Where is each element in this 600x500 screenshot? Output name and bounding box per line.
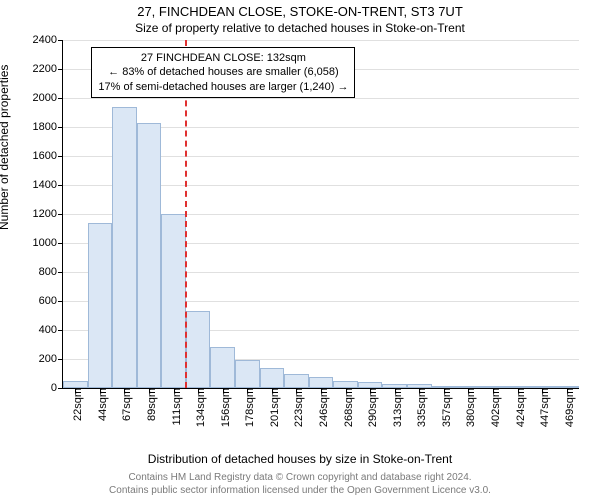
x-tick-label: 268sqm [337,388,355,427]
x-tick-label: 424sqm [509,388,527,427]
y-tick-label: 800 [39,266,63,278]
x-tick-label: 313sqm [386,388,404,427]
histogram-bar [88,223,113,388]
x-tick-label: 156sqm [214,388,232,427]
property-size-histogram: 27, FINCHDEAN CLOSE, STOKE-ON-TRENT, ST3… [0,0,600,500]
chart-title: 27, FINCHDEAN CLOSE, STOKE-ON-TRENT, ST3… [0,4,600,19]
y-tick-label: 2400 [33,34,63,46]
histogram-bar [63,381,88,388]
x-tick-label: 402sqm [484,388,502,427]
footer-line: Contains public sector information licen… [0,485,600,498]
y-axis-label: Number of detached properties [0,65,11,230]
histogram-bar [210,347,235,388]
histogram-bar [284,374,309,388]
histogram-bar [309,377,334,388]
y-tick-label: 600 [39,295,63,307]
y-tick-label: 1800 [33,121,63,133]
annotation-line: 17% of semi-detached houses are larger (… [98,80,348,94]
x-tick-label: 178sqm [238,388,256,427]
footer-line: Contains HM Land Registry data © Crown c… [0,472,600,485]
x-tick-label: 134sqm [189,388,207,427]
y-tick-label: 400 [39,324,63,336]
histogram-bar [161,214,186,388]
x-tick-label: 89sqm [140,388,158,421]
gridline [63,40,579,41]
x-tick-label: 447sqm [533,388,551,427]
x-tick-label: 469sqm [558,388,576,427]
x-tick-label: 201sqm [263,388,281,427]
plot-area: 0200400600800100012001400160018002000220… [62,40,579,389]
histogram-bar [333,381,358,388]
chart-subtitle: Size of property relative to detached ho… [0,21,600,35]
x-tick-label: 335sqm [410,388,428,427]
y-tick-label: 1000 [33,237,63,249]
annotation-line: ← 83% of detached houses are smaller (6,… [98,65,348,79]
annotation-line: 27 FINCHDEAN CLOSE: 132sqm [98,51,348,65]
y-tick-label: 1400 [33,179,63,191]
y-tick-label: 200 [39,353,63,365]
x-tick-label: 111sqm [165,388,183,426]
histogram-bar [235,360,260,388]
histogram-bar [186,311,211,388]
y-tick-label: 1200 [33,208,63,220]
x-tick-label: 22sqm [66,388,84,421]
x-tick-label: 223sqm [287,388,305,427]
x-tick-label: 246sqm [312,388,330,427]
y-tick-label: 1600 [33,150,63,162]
x-tick-label: 380sqm [459,388,477,427]
y-tick-label: 0 [51,382,63,394]
gridline [63,98,579,99]
x-tick-label: 290sqm [361,388,379,427]
chart-footer: Contains HM Land Registry data © Crown c… [0,472,600,497]
y-tick-label: 2200 [33,63,63,75]
histogram-bar [112,107,137,388]
annotation-box: 27 FINCHDEAN CLOSE: 132sqm ← 83% of deta… [91,47,355,98]
x-tick-label: 67sqm [115,388,133,421]
x-tick-label: 357sqm [435,388,453,427]
x-tick-label: 44sqm [91,388,109,421]
histogram-bar [260,368,285,388]
y-tick-label: 2000 [33,92,63,104]
x-axis-label: Distribution of detached houses by size … [0,452,600,466]
histogram-bar [137,123,162,388]
